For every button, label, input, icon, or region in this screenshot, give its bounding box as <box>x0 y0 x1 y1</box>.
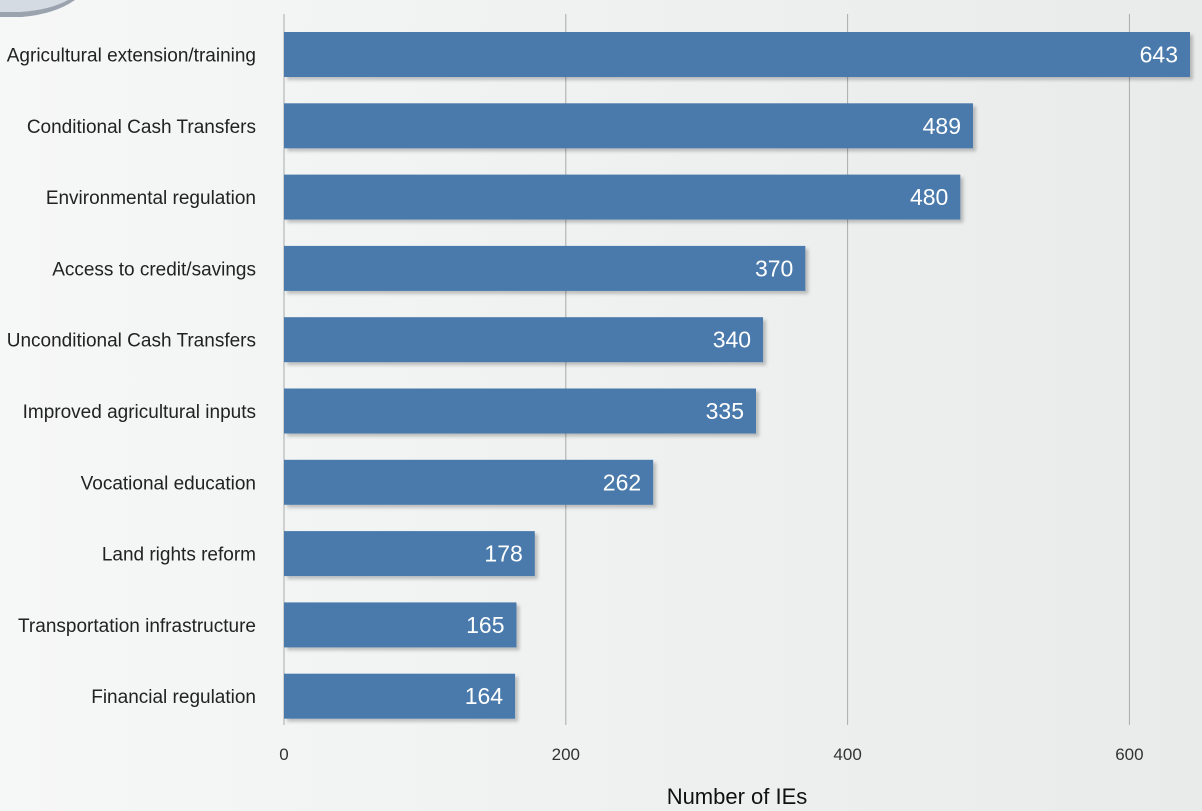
value-label: 340 <box>713 327 751 353</box>
value-label: 164 <box>465 683 504 709</box>
x-axis-ticks: 0 200 400 600 <box>279 745 1143 764</box>
category-label: Environmental regulation <box>46 188 256 209</box>
category-labels: Agricultural extension/training Condition… <box>7 46 256 709</box>
value-label: 480 <box>910 184 948 210</box>
bar <box>284 673 516 719</box>
category-label: Improved agricultural inputs <box>23 402 256 423</box>
category-label: Financial regulation <box>91 687 256 708</box>
category-label: Access to credit/savings <box>52 259 256 280</box>
x-axis-title: Number of IEs <box>667 784 808 809</box>
x-tick-label: 600 <box>1115 745 1143 764</box>
value-label: 370 <box>755 255 793 281</box>
bar <box>284 531 535 577</box>
value-label: 489 <box>923 113 961 139</box>
category-label: Conditional Cash Transfers <box>27 117 256 138</box>
x-tick-label: 0 <box>279 745 288 764</box>
bar <box>284 459 654 505</box>
corner-decoration <box>0 0 75 17</box>
bar <box>284 602 517 648</box>
category-label: Agricultural extension/training <box>7 46 256 67</box>
value-label: 262 <box>603 469 641 495</box>
x-tick-label: 400 <box>833 745 861 764</box>
value-label: 335 <box>706 398 744 424</box>
value-label: 165 <box>466 612 504 638</box>
bar <box>284 388 757 434</box>
bar <box>284 317 764 363</box>
category-label: Transportation infrastructure <box>18 616 256 637</box>
bar <box>284 103 974 149</box>
category-label: Land rights reform <box>102 545 256 566</box>
value-label: 643 <box>1140 42 1178 68</box>
value-label: 178 <box>484 541 522 567</box>
x-tick-label: 200 <box>552 745 580 764</box>
bar <box>284 174 961 220</box>
value-labels: 643 489 480 370 340 335 262 178 165 164 <box>465 42 1178 710</box>
category-label: Unconditional Cash Transfers <box>7 331 256 352</box>
bars <box>284 32 1190 719</box>
bar <box>284 245 806 291</box>
category-label: Vocational education <box>81 473 256 494</box>
bar <box>284 32 1190 77</box>
